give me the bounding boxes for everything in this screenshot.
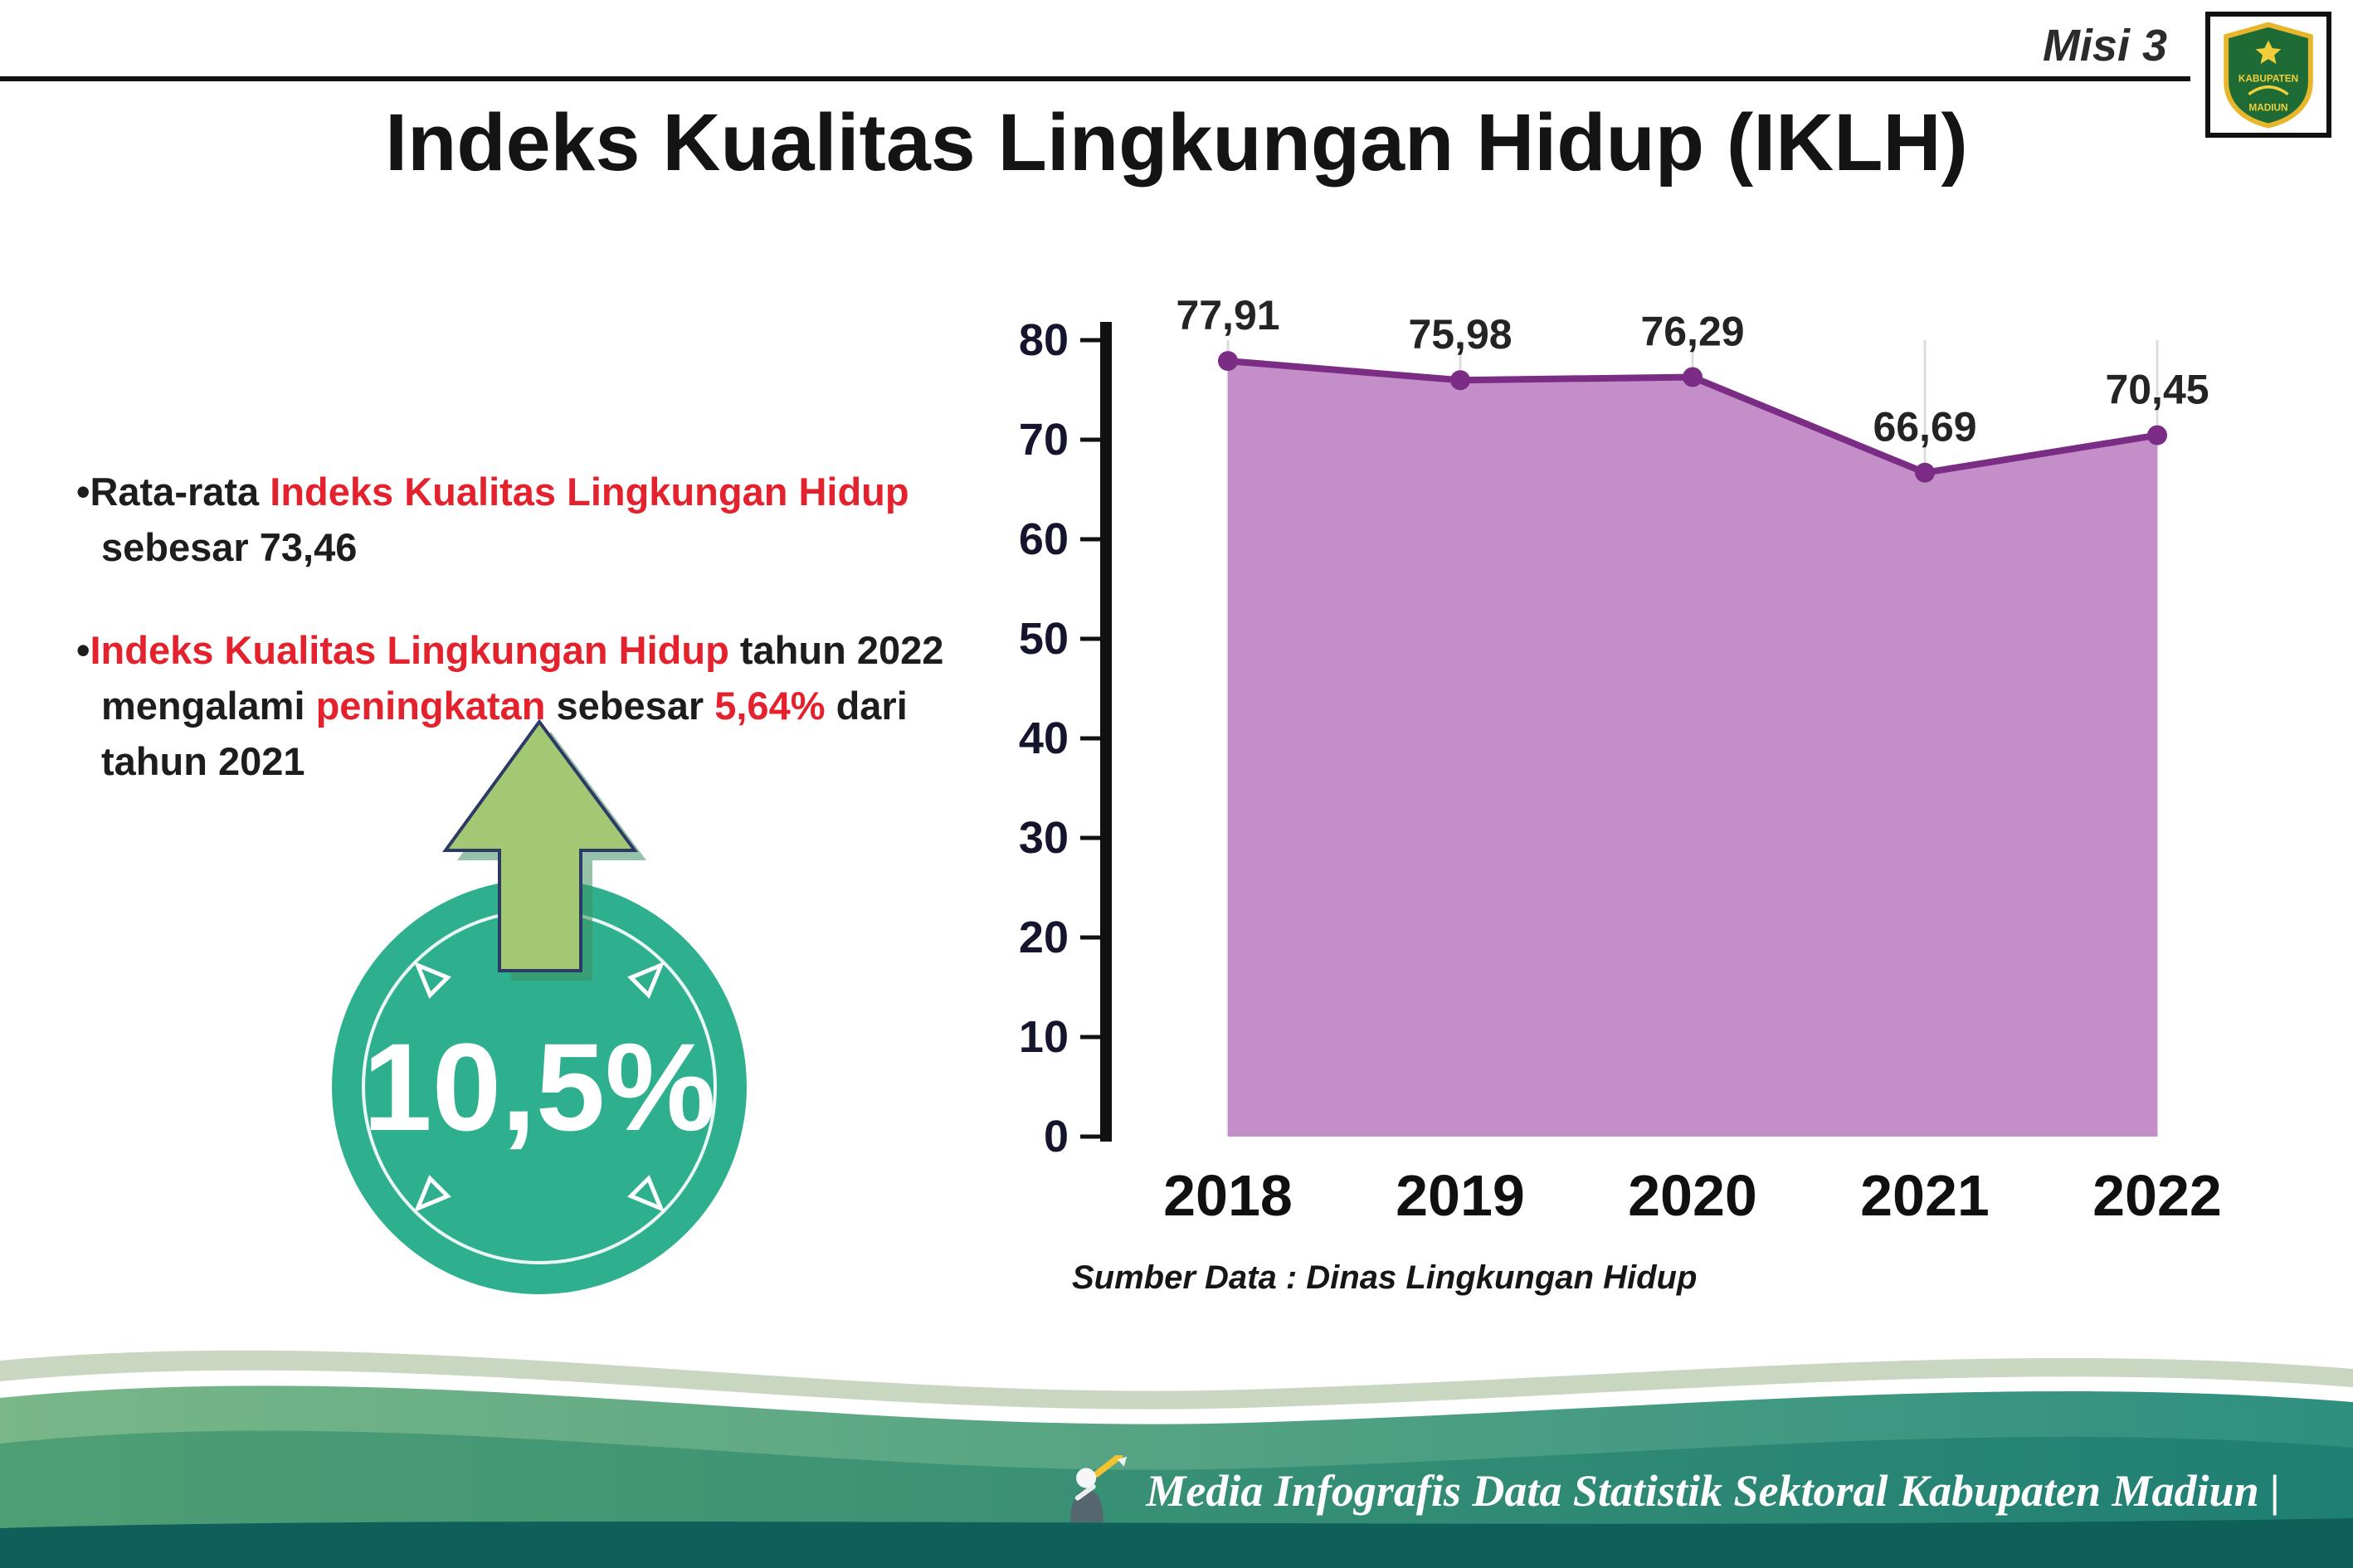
text-segment: tahun 2022 — [728, 628, 944, 673]
y-axis-label: 70 — [1019, 415, 1069, 465]
text-segment: •Rata-rata — [76, 470, 270, 514]
logo-rice-icon — [2248, 85, 2289, 96]
logo-star-icon — [2255, 40, 2282, 64]
badge-triangle-sw-icon — [413, 1175, 451, 1213]
chart-point — [1450, 370, 1470, 391]
y-axis-label: 10 — [1019, 1012, 1069, 1062]
logo-text-top: KABUPATEN — [2239, 72, 2298, 84]
chart-value-label: 75,98 — [1408, 311, 1512, 358]
chart-value-label: 70,45 — [2105, 367, 2209, 413]
chart-value-label: 66,69 — [1873, 404, 1976, 450]
badge-value: 10,5% — [363, 1017, 715, 1157]
footer: Media Infografis Data Statistik Sektoral… — [0, 1311, 2353, 1568]
y-axis-label: 30 — [1019, 813, 1069, 863]
text-segment: dari — [825, 684, 908, 728]
text-segment: mengalami — [101, 684, 316, 728]
x-axis-label: 2018 — [1163, 1163, 1293, 1228]
footer-credit-text: Media Infografis Data Statistik Sektoral… — [1146, 1466, 2280, 1516]
chart-value-label: 76,29 — [1640, 309, 1744, 355]
chart-point — [1915, 462, 1935, 483]
increase-badge-graphic: 10,5% — [332, 718, 747, 1294]
x-axis-label: 2019 — [1396, 1163, 1525, 1228]
kabupaten-madiun-logo: KABUPATEN MADIUN — [2205, 12, 2331, 138]
mascot-icon — [1070, 1455, 1128, 1522]
footer-waves — [0, 1350, 2353, 1568]
mascot-flag — [1118, 1456, 1128, 1467]
y-axis-line — [1100, 322, 1112, 1142]
x-axis-label: 2022 — [2092, 1163, 2222, 1228]
mascot-body — [1070, 1489, 1104, 1522]
text-segment: • — [76, 628, 90, 673]
y-axis-label: 50 — [1019, 614, 1069, 664]
text-segment: 5,64% — [714, 684, 826, 728]
badge-circle — [332, 879, 747, 1294]
mascot-pencil — [1093, 1455, 1123, 1478]
wave-dark-strip — [0, 1518, 2353, 1568]
y-axis-label: 80 — [1019, 315, 1069, 365]
bullet-average-iklh: •Rata-rata Indeks Kualitas Lingkungan Hi… — [76, 465, 1014, 575]
footer-credit-row: Media Infografis Data Statistik Sektoral… — [1056, 1455, 2280, 1527]
y-axis-label: 60 — [1019, 514, 1069, 564]
text-segment: sebesar 73,46 — [101, 524, 358, 569]
summary-bullets: •Rata-rata Indeks Kualitas Lingkungan Hi… — [76, 465, 1014, 838]
chart-point — [1683, 367, 1703, 387]
chart-value-label: 77,91 — [1176, 292, 1279, 338]
header-rule — [0, 76, 2190, 81]
increase-badge: 10,5% — [299, 697, 780, 1327]
mascot-arm — [1075, 1483, 1097, 1501]
up-arrow-icon — [442, 718, 638, 972]
chart-point — [1218, 351, 1238, 372]
badge-triangle-se-icon — [627, 1175, 665, 1213]
iklh-chart: 0 10 20 30 40 50 60 70 80 77,91 75,98 76,29 66,69 70,… — [979, 274, 2273, 1319]
badge-triangle-ne-icon — [627, 961, 665, 999]
page-title: Indeks Kualitas Lingkungan Hidup (IKLH) — [385, 97, 1968, 187]
logo-shield-shape — [2224, 22, 2313, 129]
y-axis-label: 0 — [1044, 1112, 1069, 1161]
logo-text-bottom: MADIUN — [2248, 102, 2287, 114]
text-segment: tahun 2021 — [101, 738, 305, 783]
chart-source: Sumber Data : Dinas Lingkungan Hidup — [1072, 1259, 1698, 1296]
chart-area — [1228, 361, 2157, 1137]
badge-triangle-nw-icon — [413, 961, 451, 999]
iklh-chart-svg: 0 10 20 30 40 50 60 70 80 77,91 75,98 76,29 66,69 70,… — [1019, 292, 2222, 1228]
bullet-increase-iklh: •Indeks Kualitas Lingkungan Hidup tahun … — [76, 623, 1014, 789]
logo-shield-icon: KABUPATEN MADIUN — [2224, 22, 2313, 129]
text-segment: Indeks Kualitas Lingkungan Hidup — [90, 628, 729, 673]
misi-label: Misi 3 — [2042, 21, 2167, 71]
x-axis-label: 2020 — [1628, 1163, 1757, 1228]
x-axis-label: 2021 — [1860, 1163, 1990, 1228]
mascot-head — [1076, 1468, 1097, 1488]
y-axis-label: 40 — [1019, 713, 1069, 763]
text-segment: sebesar — [545, 684, 715, 728]
y-axis-label: 20 — [1019, 913, 1069, 962]
chart-point — [2147, 425, 2167, 446]
text-segment: Indeks Kualitas Lingkungan Hidup — [270, 470, 909, 514]
text-segment: peningkatan — [315, 684, 546, 728]
